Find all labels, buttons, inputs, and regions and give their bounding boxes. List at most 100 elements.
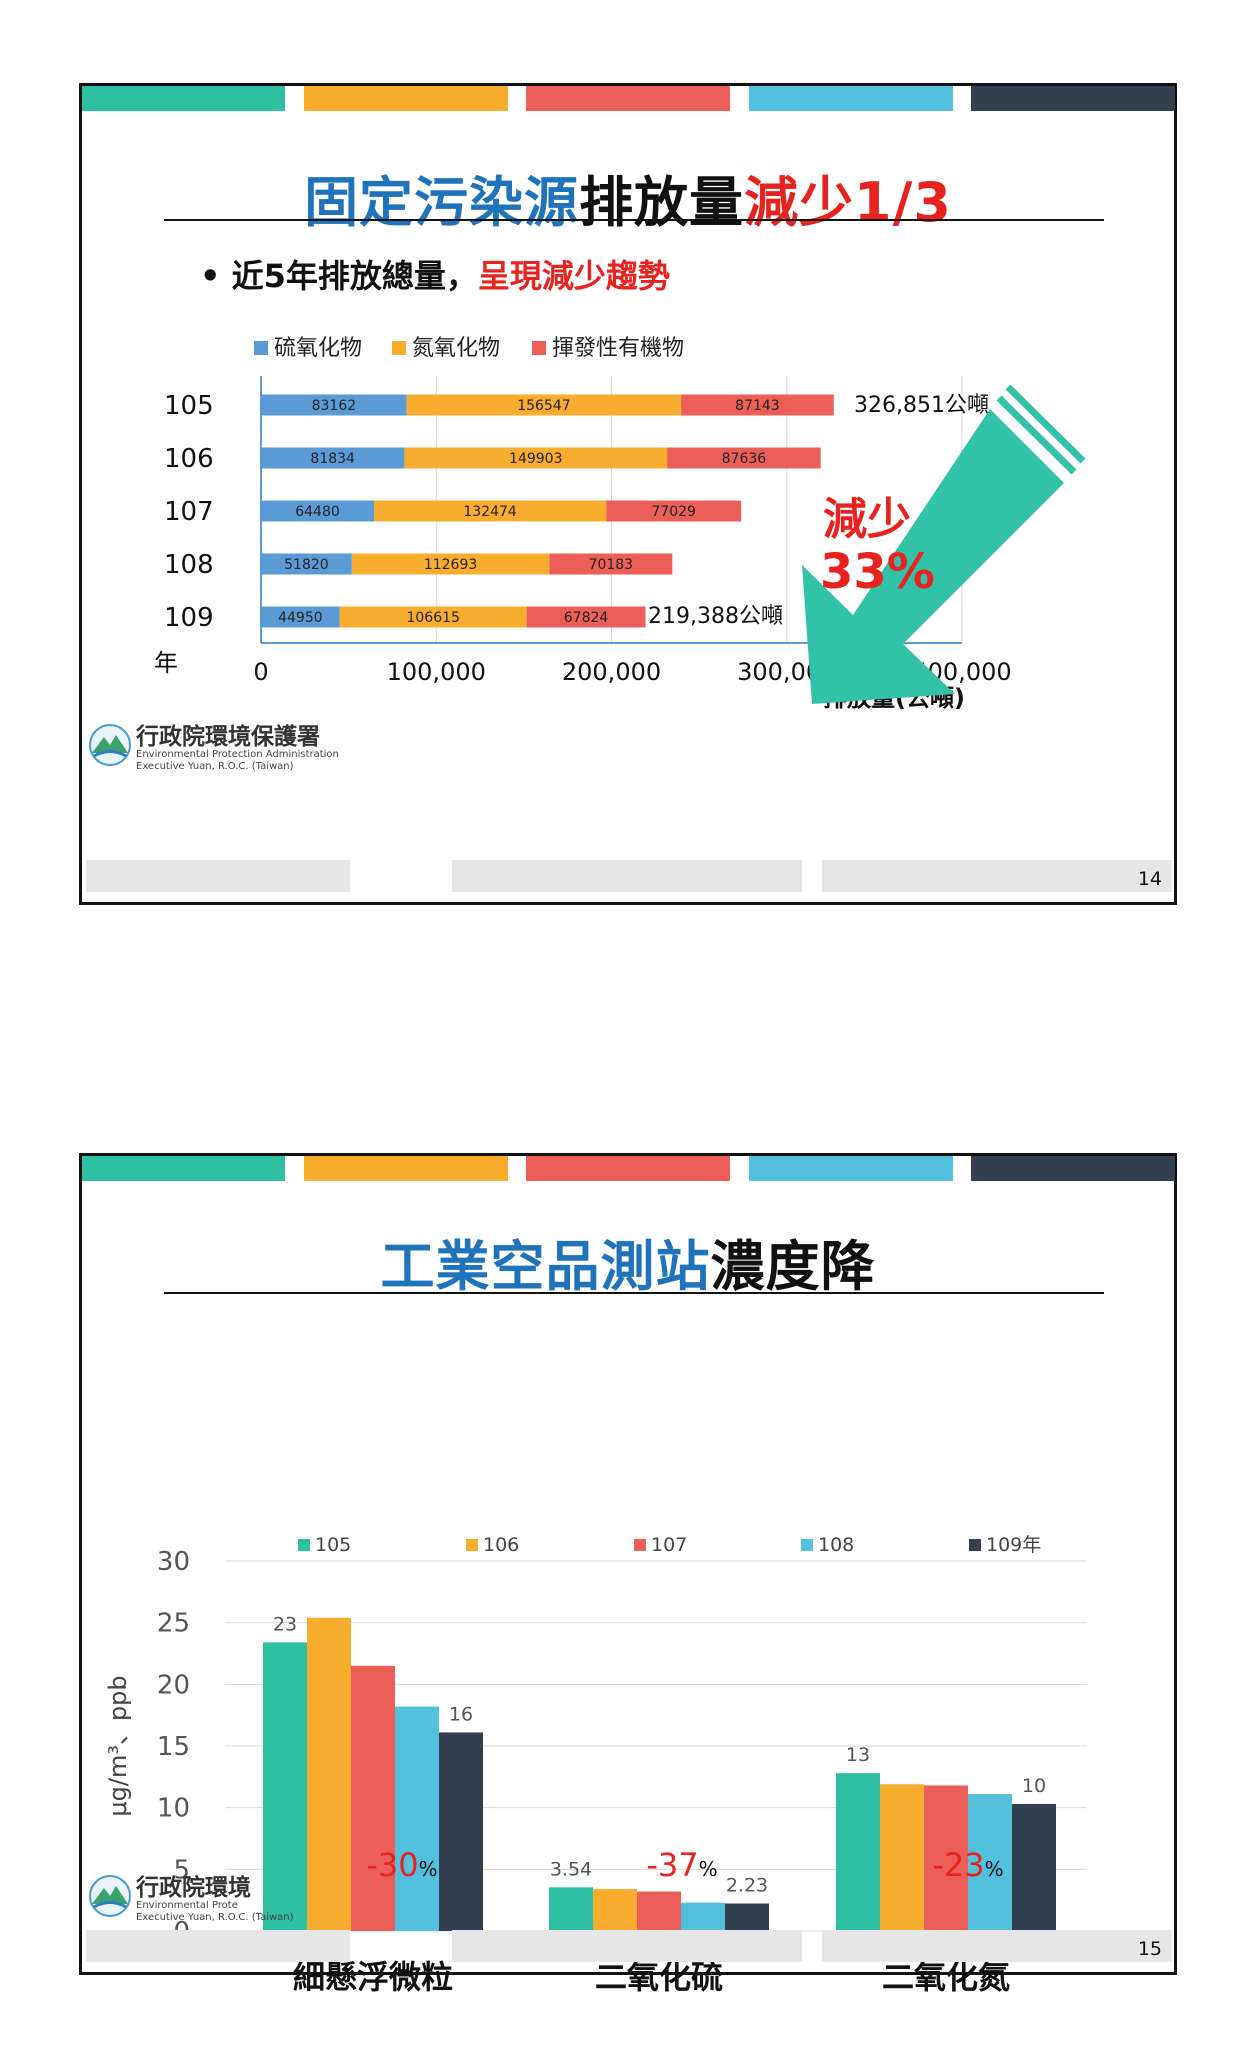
pct-value: -30 bbox=[366, 1846, 419, 1884]
bar-segment bbox=[606, 500, 742, 522]
title-underline bbox=[164, 219, 1104, 221]
y-tick-label: 106 bbox=[164, 444, 214, 474]
top-bar-teal bbox=[82, 86, 285, 111]
data-label: 10 bbox=[1022, 1775, 1046, 1797]
y-tick-label: 25 bbox=[157, 1609, 190, 1639]
footer-bar-3 bbox=[822, 860, 1172, 892]
category-label: 二氧化硫 bbox=[595, 1958, 723, 1996]
pct-change-so2: -37% bbox=[622, 1846, 742, 1884]
bar-segment bbox=[549, 553, 673, 575]
bar-data-label: 81834 bbox=[310, 451, 355, 467]
bar-segment bbox=[404, 447, 668, 469]
bar bbox=[593, 1889, 637, 1931]
logo-english-1: Environmental Prote bbox=[136, 1900, 238, 1911]
pct-change-no2: -23% bbox=[908, 1846, 1028, 1884]
top-bar-red bbox=[526, 86, 730, 111]
bar bbox=[307, 1617, 351, 1931]
bullet-dot: • bbox=[200, 257, 221, 295]
legend-swatch bbox=[298, 1539, 310, 1551]
legend-swatch bbox=[392, 341, 406, 355]
bar bbox=[549, 1887, 593, 1931]
bar-data-label: 156547 bbox=[517, 398, 570, 414]
title-underline bbox=[164, 1292, 1104, 1294]
bar bbox=[924, 1785, 968, 1931]
top-bar-cyan bbox=[749, 1156, 953, 1181]
epa-emblem-icon bbox=[89, 724, 131, 766]
y-tick-label: 20 bbox=[157, 1670, 190, 1700]
slide-14: 固定污染源排放量減少1/3 • 近5年排放總量，呈現減少趨勢 硫氧化物 氮氧化物 揮… bbox=[79, 83, 1177, 905]
bar-segment bbox=[406, 394, 682, 416]
y-tick-label: 108 bbox=[164, 550, 214, 580]
bar-data-label: 83162 bbox=[312, 398, 357, 414]
legend-label: 106 bbox=[483, 1534, 519, 1556]
bar bbox=[681, 1902, 725, 1931]
bar-data-label: 132474 bbox=[463, 504, 517, 520]
slide-15: 工業空品測站濃度降 105106107108109年051015202530μg… bbox=[79, 1153, 1177, 1996]
bar-data-label: 149903 bbox=[509, 451, 562, 467]
bar-segment bbox=[261, 394, 407, 416]
reduction-arrow bbox=[802, 409, 1064, 704]
legend-swatch bbox=[466, 1539, 478, 1551]
bar bbox=[836, 1773, 880, 1931]
top-bar-red bbox=[526, 1156, 730, 1181]
bar-data-label: 106615 bbox=[406, 610, 459, 626]
title-blue: 固定污染源 bbox=[304, 171, 580, 234]
top-bar-navy bbox=[971, 86, 1175, 111]
bar-segment bbox=[261, 447, 405, 469]
top-bar-teal bbox=[82, 1156, 285, 1181]
bar-data-label: 51820 bbox=[284, 557, 329, 573]
footer-bar-1 bbox=[86, 860, 350, 892]
bar-data-label: 112693 bbox=[424, 557, 477, 573]
y-tick-label: 15 bbox=[157, 1732, 190, 1762]
y-axis-label: μg/m³、ppb bbox=[104, 1675, 132, 1816]
footer-bar-3 bbox=[822, 1930, 1172, 1962]
bullet-text-black: 近5年排放總量， bbox=[231, 257, 478, 295]
top-bar-cyan bbox=[749, 86, 953, 111]
pct-unit: % bbox=[698, 1857, 718, 1881]
logo-english-2: Executive Yuan, R.O.C. (Taiwan) bbox=[136, 1912, 294, 1923]
bar-segment bbox=[261, 500, 375, 522]
x-tick-label: 200,000 bbox=[562, 658, 661, 686]
top-bar-navy bbox=[971, 1156, 1175, 1181]
bar bbox=[968, 1794, 1012, 1931]
arrow-stripe bbox=[996, 395, 1077, 475]
legend-label: 105 bbox=[315, 1534, 351, 1556]
y-tick-label: 30 bbox=[157, 1547, 190, 1577]
y-tick-label: 105 bbox=[164, 391, 214, 421]
legend-label: 107 bbox=[651, 1534, 687, 1556]
bar bbox=[263, 1642, 307, 1931]
y-tick-label: 5 bbox=[173, 1855, 190, 1885]
x-tick-label: 100,000 bbox=[387, 658, 486, 686]
bar bbox=[395, 1706, 439, 1931]
pct-value: -37 bbox=[646, 1846, 699, 1884]
bar-segment bbox=[339, 606, 527, 628]
reduction-percent: 33% bbox=[820, 544, 935, 600]
logo-name: 行政院環境保護署 bbox=[136, 723, 320, 750]
legend-label: 揮發性有機物 bbox=[552, 336, 684, 361]
concentration-chart: 105106107108109年051015202530μg/m³、ppb細懸浮… bbox=[104, 1534, 1087, 1996]
bar bbox=[351, 1665, 395, 1931]
bar-data-label: 87143 bbox=[735, 398, 780, 414]
category-label: 細懸浮微粒 bbox=[293, 1958, 453, 1996]
epa-emblem-icon bbox=[89, 1875, 131, 1917]
top-bar-orange bbox=[304, 1156, 508, 1181]
data-label: 23 bbox=[273, 1613, 297, 1635]
y-axis-label: 年 bbox=[154, 649, 178, 677]
y-tick-label: 109 bbox=[164, 603, 214, 633]
legend-label: 氮氧化物 bbox=[412, 336, 500, 361]
title-blue: 工業空品測站 bbox=[380, 1235, 711, 1298]
title-red: 減少1/3 bbox=[744, 171, 952, 234]
bar-data-label: 77029 bbox=[651, 504, 696, 520]
legend-label: 109年 bbox=[986, 1534, 1041, 1556]
legend-swatch bbox=[801, 1539, 813, 1551]
footer-bar-2 bbox=[452, 860, 802, 892]
title-black: 濃度降 bbox=[710, 1235, 876, 1298]
logo-name: 行政院環境 bbox=[136, 1874, 251, 1901]
y-tick-label: 107 bbox=[164, 497, 214, 527]
page-number: 14 bbox=[1137, 868, 1162, 890]
data-label: 2.23 bbox=[726, 1874, 768, 1896]
top-bar-orange bbox=[304, 86, 508, 111]
logo-english-2: Executive Yuan, R.O.C. (Taiwan) bbox=[136, 761, 294, 772]
bar bbox=[439, 1732, 483, 1931]
